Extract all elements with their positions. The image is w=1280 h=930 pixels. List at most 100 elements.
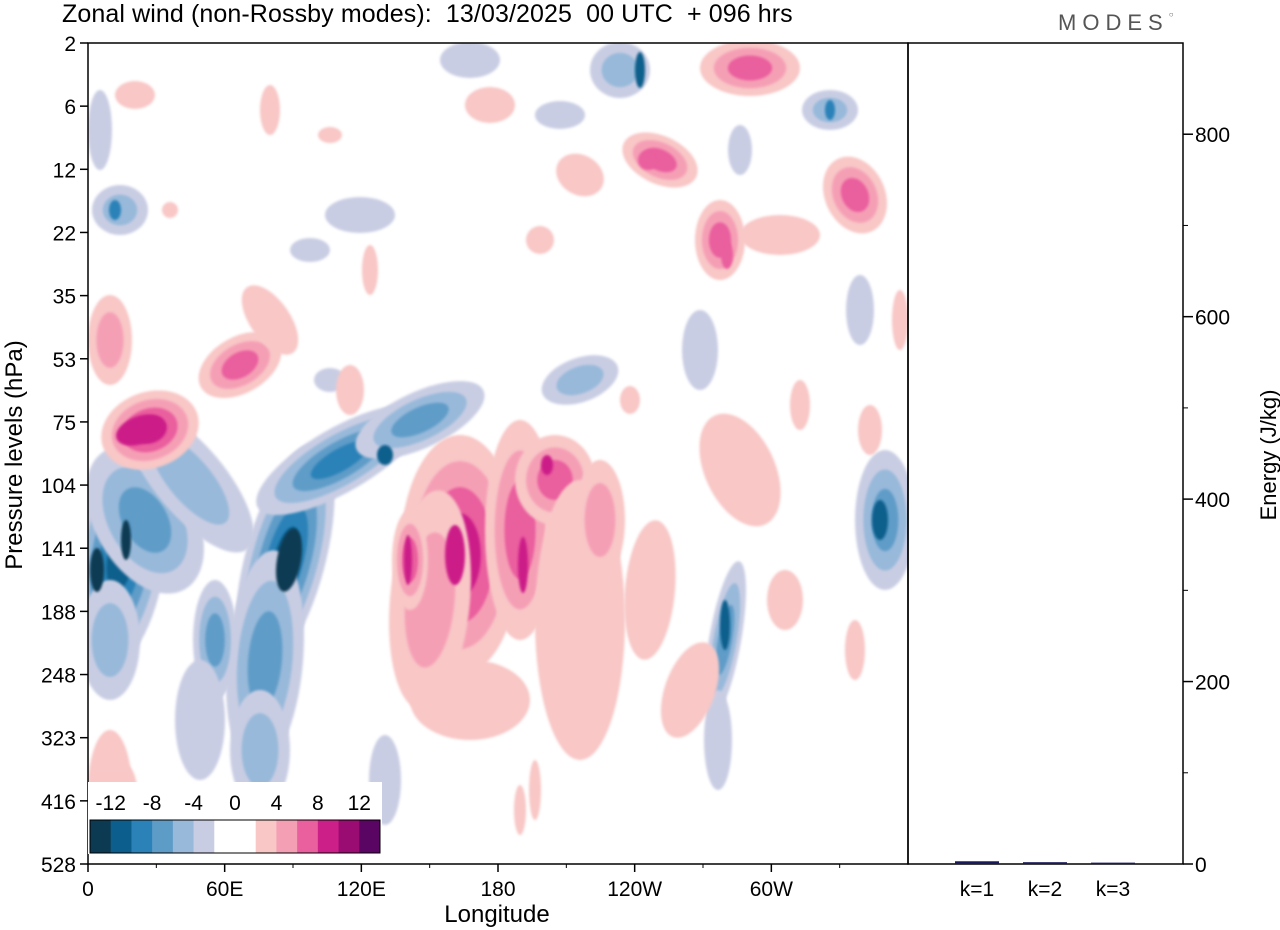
negative-contour bbox=[290, 238, 330, 262]
chart-title: Zonal wind (non-Rossby modes): 13/03/202… bbox=[62, 0, 793, 28]
negative-core bbox=[635, 52, 645, 88]
colorbar-swatch bbox=[276, 820, 298, 853]
colorbar-label: -12 bbox=[96, 792, 126, 815]
positive-contour bbox=[529, 760, 541, 820]
positive-contour bbox=[260, 85, 280, 135]
positive-contour bbox=[840, 177, 870, 213]
colorbar-swatch bbox=[359, 820, 381, 853]
negative-contour bbox=[118, 487, 172, 553]
positive-contour bbox=[241, 285, 299, 355]
energy-category-label: k=1 bbox=[960, 878, 994, 901]
logo-text: MODES bbox=[1058, 10, 1169, 35]
positive-contour bbox=[465, 87, 515, 123]
colorbar-swatch bbox=[235, 820, 257, 853]
y-tick-label: 53 bbox=[53, 349, 76, 372]
positive-contour bbox=[362, 245, 378, 295]
positive-contour bbox=[318, 127, 342, 143]
modes-logo: MODES○ bbox=[1058, 10, 1174, 35]
colorbar-swatch bbox=[152, 820, 174, 853]
negative-core bbox=[377, 445, 393, 465]
y-tick-label: 188 bbox=[41, 601, 76, 624]
pressure-axis: 2 6 12 22 35 53 75 104 141 188 248 323 416 528 bbox=[41, 33, 88, 877]
negative-contour bbox=[728, 125, 752, 175]
negative-contour bbox=[556, 364, 604, 396]
positive-contour bbox=[96, 312, 124, 368]
energy-tick-label: 600 bbox=[1195, 307, 1230, 330]
positive-contour bbox=[624, 520, 676, 660]
positive-core bbox=[116, 414, 164, 446]
negative-contour bbox=[241, 713, 279, 787]
energy-bar bbox=[1023, 862, 1067, 864]
positive-core bbox=[445, 525, 465, 585]
y-tick-label: 104 bbox=[41, 475, 76, 498]
colorbar-swatch bbox=[214, 820, 236, 853]
positive-contour bbox=[740, 215, 820, 255]
negative-contour bbox=[247, 611, 283, 709]
colorbar-swatch bbox=[317, 820, 340, 853]
x-tick-label: 180 bbox=[480, 878, 515, 901]
energy-bars: k=1 k=2 k=3 bbox=[955, 861, 1135, 901]
colorbar: -12 -8 -4 0 4 8 12 bbox=[88, 782, 382, 854]
colorbar-swatch bbox=[297, 820, 319, 853]
negative-core bbox=[720, 600, 730, 650]
negative-contour bbox=[391, 402, 449, 438]
positive-contour bbox=[221, 350, 259, 380]
positive-contour bbox=[699, 413, 781, 527]
negative-contour bbox=[535, 101, 585, 129]
positive-contour bbox=[845, 620, 865, 680]
colorbar-swatch bbox=[172, 820, 195, 853]
energy-axis: 0 200 400 600 800 bbox=[1183, 124, 1230, 877]
negative-core bbox=[275, 528, 303, 592]
x-tick-label: 60W bbox=[750, 878, 793, 901]
colorbar-label: -4 bbox=[184, 792, 203, 815]
y-tick-label: 12 bbox=[53, 159, 76, 182]
positive-contour bbox=[790, 380, 810, 430]
positive-core bbox=[518, 537, 528, 593]
y-tick-label: 323 bbox=[41, 728, 76, 751]
positive-core bbox=[638, 150, 658, 170]
y-tick-label: 6 bbox=[64, 96, 76, 119]
negative-contour bbox=[91, 603, 129, 677]
positive-contour bbox=[410, 660, 530, 740]
positive-contour bbox=[336, 365, 364, 415]
positive-contour bbox=[660, 642, 720, 738]
energy-axis-label: Energy (J/kg) bbox=[1256, 390, 1280, 521]
x-tick-label: 120E bbox=[337, 878, 386, 901]
x-tick-label: 60E bbox=[206, 878, 243, 901]
energy-bar bbox=[1091, 862, 1135, 865]
y-tick-label: 35 bbox=[53, 286, 76, 309]
negative-core bbox=[90, 548, 104, 592]
negative-core bbox=[109, 200, 121, 220]
positive-core bbox=[404, 535, 412, 585]
colorbar-label: 12 bbox=[348, 792, 371, 815]
positive-contour bbox=[115, 81, 155, 109]
colorbar-swatch bbox=[193, 820, 215, 853]
positive-contour bbox=[526, 226, 554, 254]
x-tick-label: 120W bbox=[607, 878, 662, 901]
negative-contour bbox=[601, 52, 639, 88]
colorbar-swatch bbox=[131, 820, 153, 853]
energy-tick-label: 400 bbox=[1195, 489, 1230, 512]
negative-contour bbox=[205, 613, 225, 667]
colorbar-swatch bbox=[90, 820, 112, 853]
positive-contour bbox=[162, 202, 178, 218]
positive-contour bbox=[892, 290, 908, 350]
y-tick-label: 22 bbox=[53, 222, 76, 245]
energy-bar bbox=[955, 861, 999, 864]
energy-category-label: k=2 bbox=[1028, 878, 1062, 901]
positive-contour bbox=[620, 386, 640, 414]
y-tick-label: 248 bbox=[41, 665, 76, 688]
energy-category-label: k=3 bbox=[1096, 878, 1130, 901]
positive-contour bbox=[556, 153, 604, 197]
negative-core bbox=[872, 500, 888, 540]
energy-frame bbox=[907, 42, 1184, 865]
negative-contour bbox=[682, 310, 718, 390]
negative-contour bbox=[175, 660, 225, 780]
colorbar-label: 0 bbox=[229, 792, 241, 815]
negative-contour bbox=[325, 197, 395, 233]
negative-contour bbox=[704, 690, 732, 790]
negative-core bbox=[121, 520, 131, 560]
y-axis-label: Pressure levels (hPa) bbox=[1, 340, 28, 569]
positive-contour bbox=[584, 483, 616, 557]
